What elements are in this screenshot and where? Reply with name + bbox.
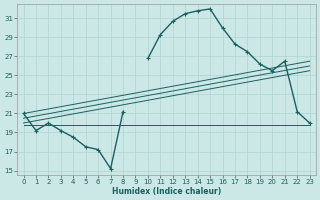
X-axis label: Humidex (Indice chaleur): Humidex (Indice chaleur) [112, 187, 221, 196]
